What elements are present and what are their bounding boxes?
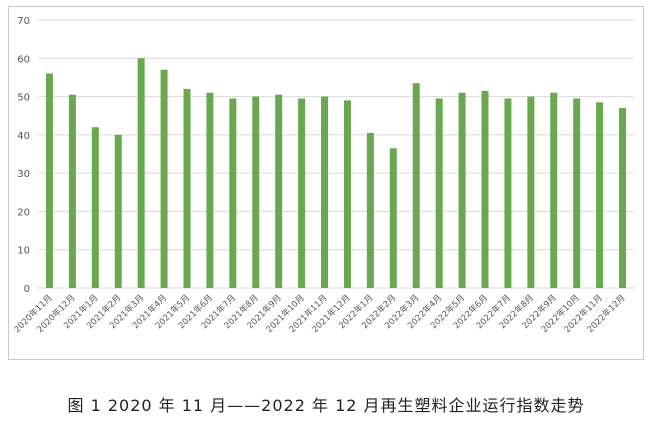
bar: [275, 94, 283, 289]
bar: [343, 100, 351, 289]
bar: [573, 98, 581, 288]
bar: [160, 69, 168, 288]
bar: [366, 132, 374, 288]
bar: [527, 96, 535, 288]
bar: [596, 102, 604, 288]
bar: [458, 92, 466, 288]
bar: [481, 90, 489, 288]
bar: [550, 92, 558, 288]
bar: [229, 98, 237, 288]
y-tick-label: 30: [17, 169, 30, 180]
bar: [114, 134, 122, 288]
bar: [206, 92, 214, 288]
bar: [45, 73, 53, 288]
bar: [252, 96, 260, 288]
bar-chart: 0102030405060702020年11月2020年12月2021年1月20…: [12, 16, 634, 335]
bar: [619, 108, 627, 288]
bar: [91, 127, 99, 288]
y-tick-label: 50: [17, 93, 30, 104]
bar: [183, 88, 191, 289]
bar: [68, 94, 76, 289]
y-tick-label: 60: [17, 54, 30, 65]
bar: [389, 148, 397, 288]
y-tick-label: 40: [17, 131, 30, 142]
bar: [298, 98, 306, 288]
y-tick-label: 10: [17, 246, 30, 257]
bar: [321, 96, 329, 288]
figure-caption: 图 1 2020 年 11 月——2022 年 12 月再生塑料企业运行指数走势: [67, 396, 585, 415]
y-tick-label: 20: [17, 207, 30, 218]
bar: [435, 98, 443, 288]
bar: [412, 83, 420, 289]
y-tick-label: 0: [24, 284, 30, 295]
bar: [504, 98, 512, 288]
bar: [137, 58, 145, 289]
y-tick-label: 70: [17, 16, 30, 27]
